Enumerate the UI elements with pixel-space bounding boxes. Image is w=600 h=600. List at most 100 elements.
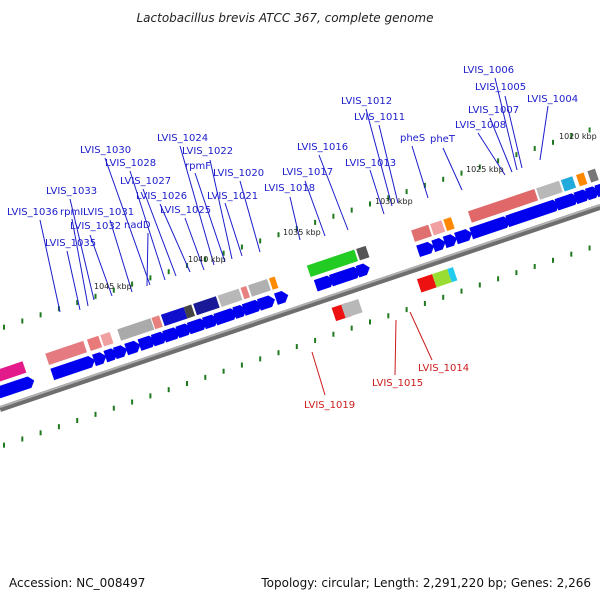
label-leader xyxy=(411,145,429,199)
feature-block xyxy=(117,318,155,341)
gene-label[interactable]: LVIS_1005 xyxy=(475,82,526,93)
label-leader xyxy=(66,250,81,311)
gene-label[interactable]: LVIS_1012 xyxy=(341,96,392,107)
cds-arrow xyxy=(328,266,361,287)
genome-info-text: Topology: circular; Length: 2,291,220 bp… xyxy=(260,576,591,590)
feature-block xyxy=(151,315,163,330)
gene-label[interactable]: LVIS_1035 xyxy=(45,238,96,249)
cds-arrow xyxy=(175,323,192,339)
gene-label[interactable]: LVIS_1026 xyxy=(136,191,187,202)
feature-block xyxy=(100,331,114,347)
gene-label[interactable]: LVIS_1025 xyxy=(160,205,211,216)
gene-label[interactable]: LVIS_1031 xyxy=(83,207,134,218)
label-leader xyxy=(539,105,549,161)
gene-label[interactable]: LVIS_1021 xyxy=(207,191,258,202)
feature-block xyxy=(536,180,563,200)
gene-label[interactable]: pheT xyxy=(430,134,456,145)
cds-arrow xyxy=(594,183,600,198)
cds-arrow xyxy=(137,335,156,351)
cds-arrow xyxy=(573,189,590,205)
gene-label[interactable]: LVIS_1024 xyxy=(157,133,208,144)
reverse-feature xyxy=(432,268,452,288)
gene-label[interactable]: LVIS_1011 xyxy=(354,112,405,123)
feature-block xyxy=(306,249,359,277)
feature-block xyxy=(0,361,27,386)
label-leader xyxy=(494,77,518,171)
label-leader xyxy=(142,188,177,277)
scale-ticks xyxy=(3,127,591,448)
cds-arrow xyxy=(584,186,600,201)
label-leader xyxy=(378,124,399,204)
label-leader xyxy=(311,351,326,396)
feature-block xyxy=(560,176,577,192)
label-leader xyxy=(442,147,463,191)
gene-label[interactable]: LVIS_1030 xyxy=(80,145,131,156)
gene-label[interactable]: LVIS_1013 xyxy=(345,158,396,169)
gene-label[interactable]: LVIS_1032 xyxy=(70,221,121,232)
gene-label[interactable]: LVIS_1017 xyxy=(282,167,333,178)
label-leader xyxy=(209,159,233,260)
feature-block xyxy=(183,304,196,319)
cds-arrow xyxy=(241,299,262,316)
accession-text: Accession: NC_008497 xyxy=(9,576,145,590)
reverse-feature xyxy=(416,274,437,293)
label-leader xyxy=(409,311,433,361)
ruler-label-1035: 1035 kbp xyxy=(283,228,321,237)
gene-label[interactable]: LVIS_1022 xyxy=(182,146,233,157)
feature-block xyxy=(248,279,271,297)
cds-arrow xyxy=(313,275,334,292)
label-leader xyxy=(304,180,326,237)
label-leader xyxy=(146,232,149,287)
cds-arrow xyxy=(50,356,95,381)
cds-arrow xyxy=(103,348,118,363)
feature-block xyxy=(430,220,446,236)
gene-label[interactable]: rpmI xyxy=(60,207,83,218)
cds-arrow xyxy=(505,199,560,228)
label-leader xyxy=(194,172,226,263)
label-leader xyxy=(129,170,166,281)
gene-label[interactable]: LVIS_1006 xyxy=(463,65,514,76)
gene-label[interactable]: LVIS_1019 xyxy=(304,400,355,411)
gene-label[interactable]: LVIS_1015 xyxy=(372,378,423,389)
gene-label[interactable]: LVIS_1018 xyxy=(264,183,315,194)
label-leader xyxy=(69,198,95,301)
feature-block xyxy=(86,335,103,351)
cds-arrow xyxy=(124,340,141,356)
label-leader xyxy=(39,219,61,313)
reverse-feature xyxy=(447,267,458,283)
gene-label[interactable]: LVIS_1008 xyxy=(455,120,506,131)
label-leader xyxy=(369,169,385,215)
cds-arrow xyxy=(274,290,289,305)
cds-arrow xyxy=(201,314,219,330)
cds-arrow xyxy=(442,234,457,249)
gene-label[interactable]: rpmF xyxy=(185,161,211,172)
gene-label[interactable]: LVIS_1016 xyxy=(297,142,348,153)
label-leader xyxy=(239,180,261,253)
feature-band-group xyxy=(0,168,600,401)
gene-label[interactable]: LVIS_1027 xyxy=(120,176,171,187)
gene-label[interactable]: LVIS_1004 xyxy=(527,94,578,105)
gene-label[interactable]: nadD xyxy=(124,220,151,231)
label-leader xyxy=(104,157,151,286)
cds-arrow xyxy=(0,376,35,401)
label-leader xyxy=(224,202,243,257)
feature-block xyxy=(268,276,279,290)
genome-backbone-highlight xyxy=(0,204,600,408)
label-leader xyxy=(477,132,506,176)
cds-arrow xyxy=(431,238,446,252)
gene-label[interactable]: LVIS_1014 xyxy=(418,363,469,374)
gene-label[interactable]: pheS xyxy=(400,133,425,144)
cds-arrow xyxy=(162,327,181,343)
feature-block xyxy=(467,189,539,223)
ruler-label-1040: 1040 kbp xyxy=(188,255,226,264)
gene-label[interactable]: LVIS_1036 xyxy=(7,207,58,218)
feature-track xyxy=(0,168,600,401)
ruler-label-1025: 1025 kbp xyxy=(466,165,504,174)
genome-backbone xyxy=(0,204,600,412)
gene-label[interactable]: LVIS_1007 xyxy=(468,105,519,116)
cds-arrow xyxy=(213,308,238,326)
ruler-label-1030: 1030 kbp xyxy=(375,197,413,206)
gene-label[interactable]: LVIS_1028 xyxy=(105,158,156,169)
gene-label[interactable]: LVIS_1033 xyxy=(46,186,97,197)
gene-label[interactable]: LVIS_1020 xyxy=(213,168,264,179)
